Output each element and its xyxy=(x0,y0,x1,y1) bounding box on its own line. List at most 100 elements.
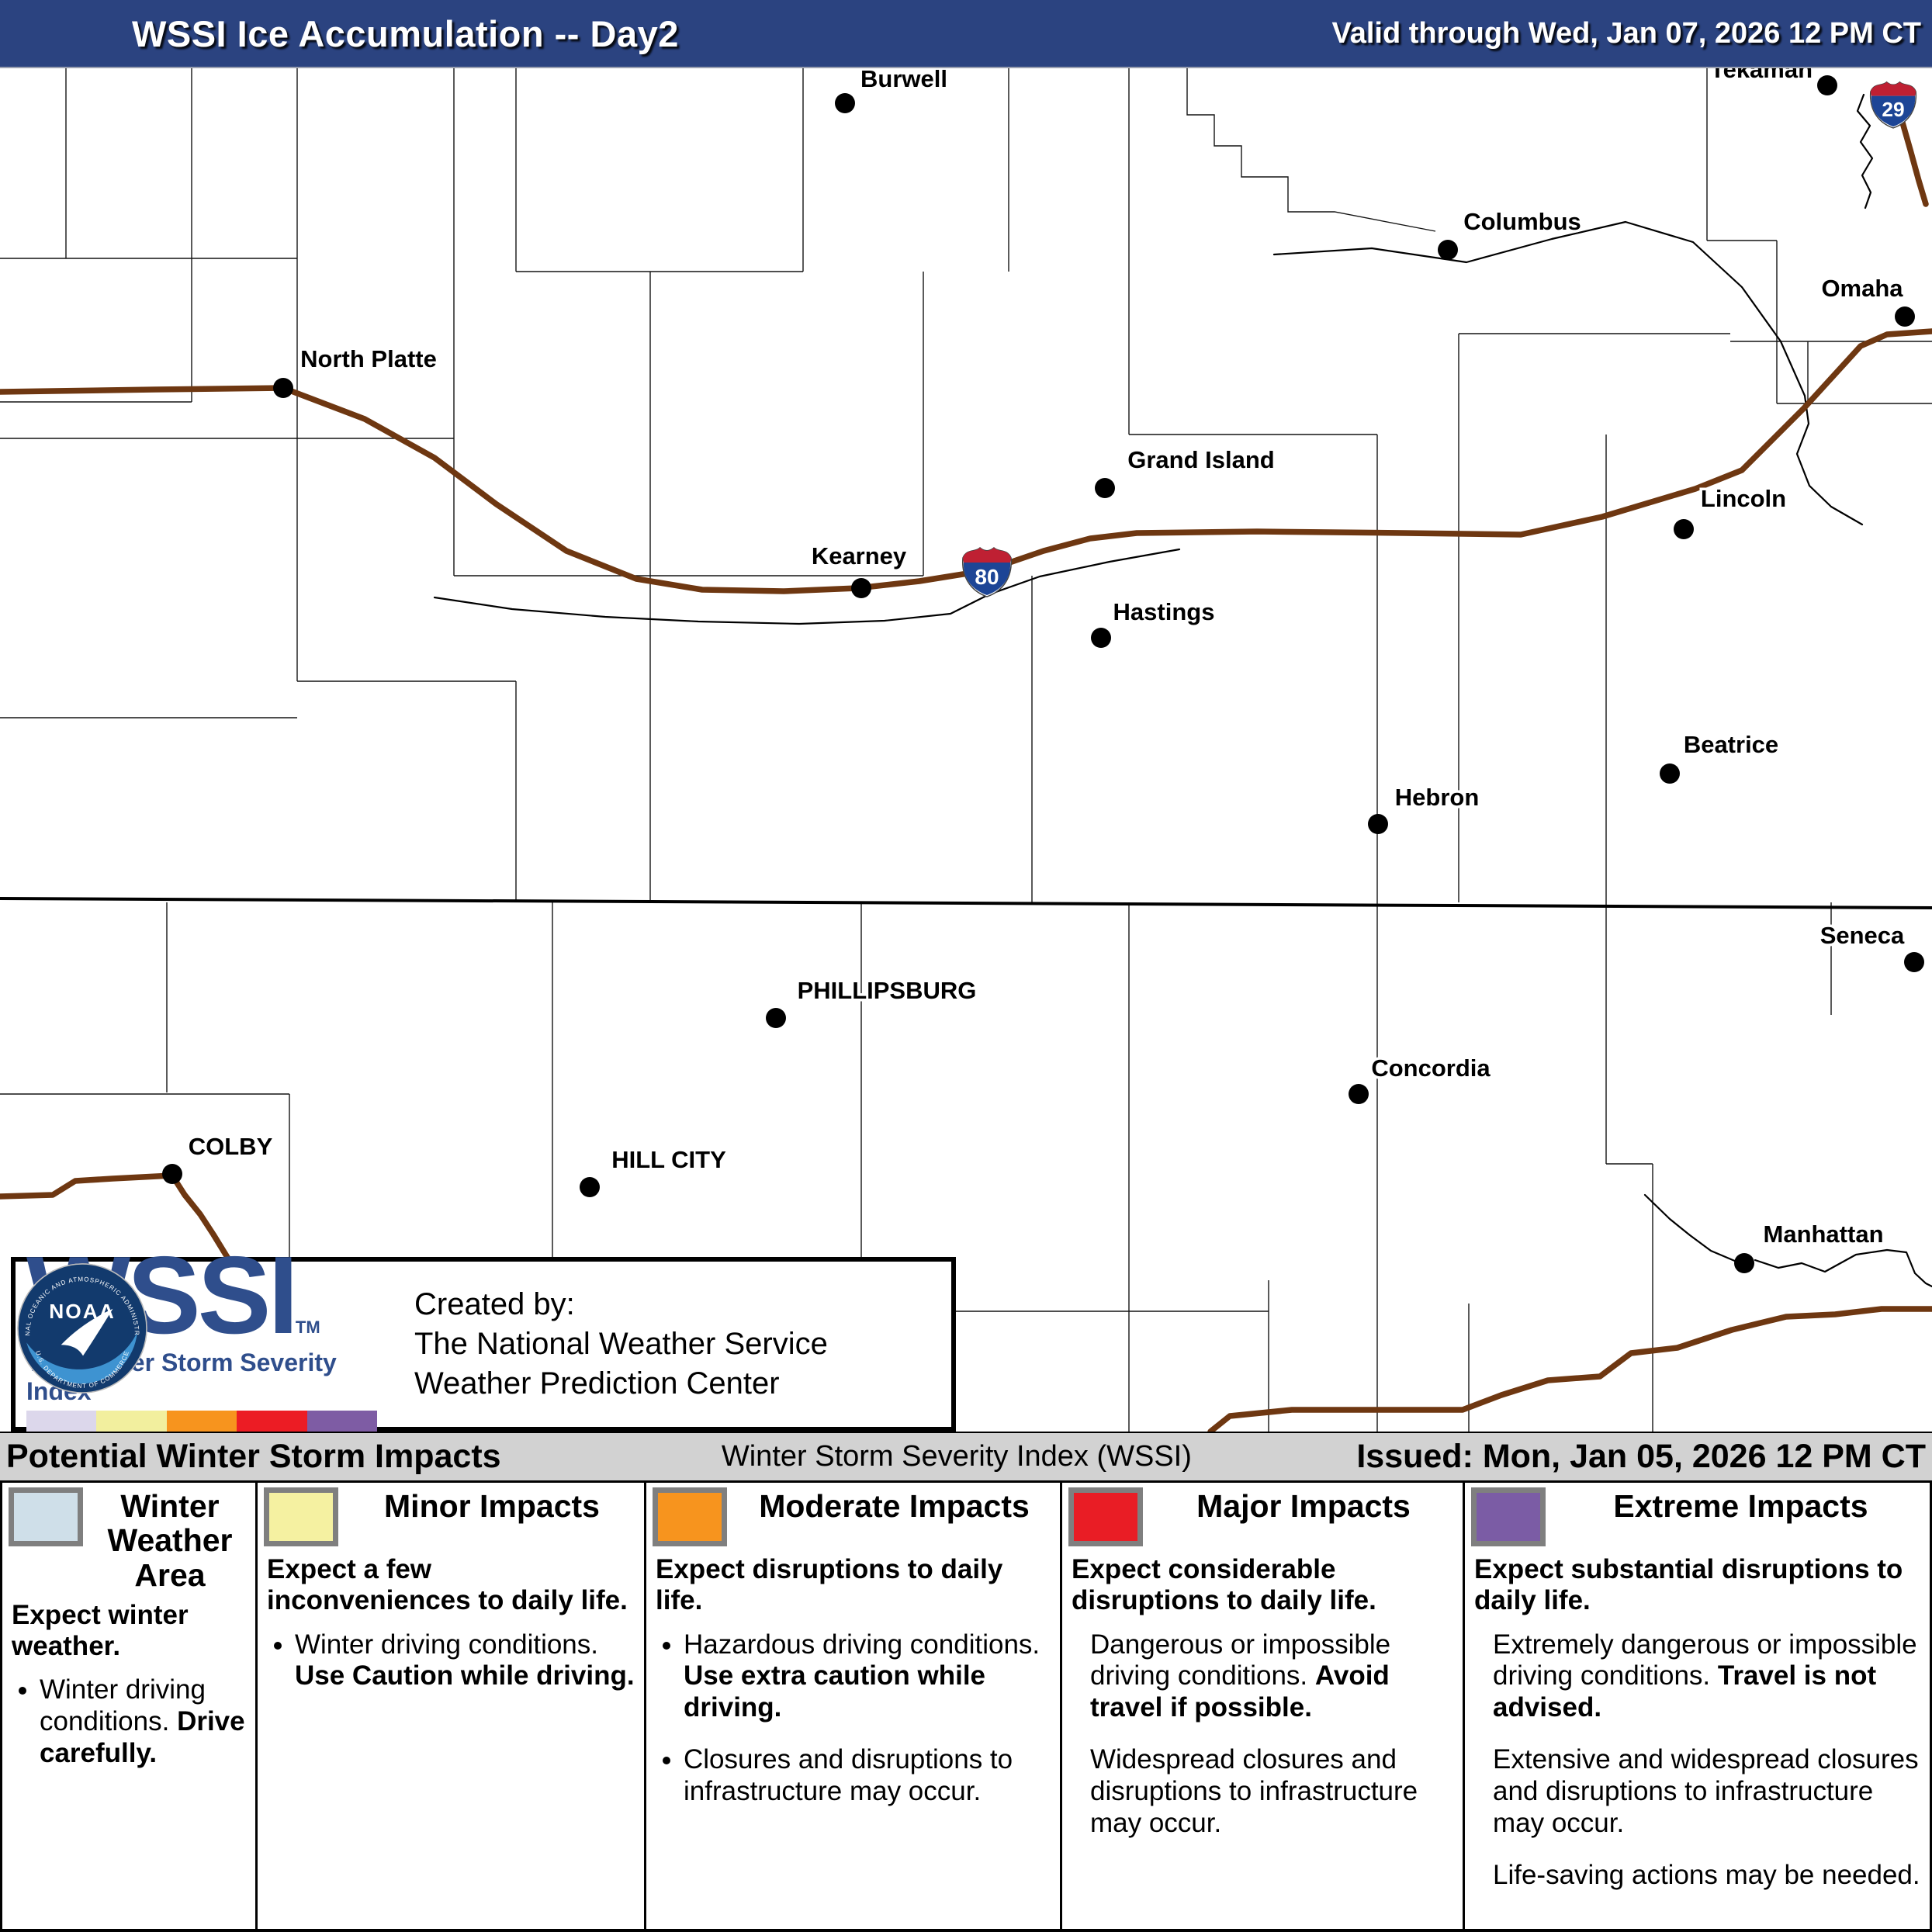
interstate-80-road xyxy=(0,328,1932,594)
city-label: Manhattan xyxy=(1764,1220,1884,1248)
city-label: North Platte xyxy=(300,345,437,372)
city-label: Kearney xyxy=(812,542,907,570)
city-label: Lincoln xyxy=(1701,485,1786,512)
header-bar: WSSI Ice Accumulation -- Day2 Valid thro… xyxy=(0,0,1932,68)
extreme-impacts-header: Extreme Impacts xyxy=(1613,1488,1868,1524)
city-dot xyxy=(273,378,293,398)
winter-weather-intro: Expect winter weather. xyxy=(12,1599,189,1662)
interstate-80-shield: 80 xyxy=(962,546,1012,597)
city-dot xyxy=(1660,763,1680,784)
city-dot xyxy=(1904,952,1924,972)
credit-text: Created by: The National Weather Service… xyxy=(414,1285,828,1404)
city-dot xyxy=(1349,1084,1369,1104)
map-area: 80 29 Tekamah Burwell Columbus Omaha North P… xyxy=(0,68,1932,1432)
legend-item: Winter driving conditions. Drive careful… xyxy=(40,1674,249,1770)
winter-weather-header: Winter Weather Area xyxy=(107,1488,233,1593)
city-label: Hebron xyxy=(1395,784,1480,811)
severity-scale-segment xyxy=(237,1410,307,1432)
interstate-29-shield: 29 xyxy=(1869,81,1917,129)
city-layer: Tekamah Burwell Columbus Omaha North Platte G… xyxy=(162,68,1924,1273)
interstate-29-number: 29 xyxy=(1882,98,1904,121)
moderate-impacts-swatch xyxy=(653,1487,727,1546)
wssi-logo-box: WSSITM The Winter Storm Severity Index N… xyxy=(11,1241,956,1432)
platte-river-central xyxy=(433,548,1181,625)
status-left-title: Potential Winter Storm Impacts xyxy=(6,1438,501,1475)
credit-line-2: The National Weather Service xyxy=(414,1326,828,1361)
legend-col-moderate: Moderate Impacts Expect disruptions to d… xyxy=(646,1483,1062,1929)
platte-river-east xyxy=(1272,220,1864,526)
extreme-impacts-intro: Expect substantial disruptions to daily … xyxy=(1474,1554,1903,1616)
legend-item: Extremely dangerous or impossible drivin… xyxy=(1493,1629,1917,1723)
legend-item: Extensive and widespread closures and di… xyxy=(1493,1744,1919,1839)
credit-line-1: Created by: xyxy=(414,1286,575,1321)
moderate-impacts-header: Moderate Impacts xyxy=(759,1488,1030,1524)
city-label: Beatrice xyxy=(1684,731,1778,758)
city-label: Tekamah xyxy=(1710,68,1813,83)
map-canvas: 80 29 Tekamah Burwell Columbus Omaha North P… xyxy=(0,68,1932,1432)
legend-col-winter-weather: Winter Weather Area Expect winter weathe… xyxy=(2,1483,258,1929)
minor-impacts-header: Minor Impacts xyxy=(384,1488,600,1524)
severity-scale-segment xyxy=(26,1410,97,1432)
major-impacts-header: Major Impacts xyxy=(1196,1488,1411,1524)
city-label: HILL CITY xyxy=(611,1146,726,1173)
city-label: COLBY xyxy=(189,1133,273,1160)
severity-scale-segment xyxy=(96,1410,167,1432)
city-label: Omaha xyxy=(1821,275,1903,302)
winter-weather-swatch xyxy=(9,1487,83,1546)
city-dot xyxy=(835,93,855,113)
city-label: Grand Island xyxy=(1127,446,1274,473)
interstate-70-road-east xyxy=(1207,1306,1932,1432)
city-dot xyxy=(1091,628,1111,648)
city-dot xyxy=(1674,519,1694,539)
city-label: Burwell xyxy=(860,68,947,92)
noaa-logo: NOAA NATIONAL OCEANIC AND ATMOSPHERIC AD… xyxy=(16,1262,147,1394)
major-impacts-intro: Expect considerable disruptions to daily… xyxy=(1072,1554,1376,1616)
status-issued-text: Issued: Mon, Jan 05, 2026 12 PM CT xyxy=(1356,1438,1926,1475)
county-boundaries xyxy=(0,68,1932,1432)
status-bar: Potential Winter Storm Impacts Winter St… xyxy=(0,1432,1932,1483)
city-dot xyxy=(1734,1253,1754,1273)
legend-item: Winter driving conditions. Use Caution w… xyxy=(295,1629,638,1693)
page-title: WSSI Ice Accumulation -- Day2 xyxy=(132,12,679,54)
wssi-severity-scale-bar xyxy=(26,1410,378,1432)
extreme-impacts-swatch xyxy=(1471,1487,1546,1546)
moderate-impacts-intro: Expect disruptions to daily life. xyxy=(656,1554,1003,1616)
city-label: Columbus xyxy=(1463,208,1581,235)
missouri-river xyxy=(1856,93,1874,209)
noaa-wordmark: NOAA xyxy=(49,1300,116,1323)
major-impacts-swatch xyxy=(1068,1487,1143,1546)
city-dot xyxy=(766,1008,786,1028)
legend-col-major: Major Impacts Expect considerable disrup… xyxy=(1062,1483,1465,1929)
legend-col-minor: Minor Impacts Expect a few inconvenience… xyxy=(258,1483,646,1929)
legend-item: Hazardous driving conditions. Use extra … xyxy=(684,1629,1054,1725)
city-label: PHILLIPSBURG xyxy=(798,977,977,1004)
legend-item: Widespread closures and disruptions to i… xyxy=(1090,1744,1418,1839)
city-label: Concordia xyxy=(1371,1054,1491,1082)
minor-impacts-intro: Expect a few inconveniences to daily lif… xyxy=(267,1554,628,1616)
impacts-legend: Winter Weather Area Expect winter weathe… xyxy=(0,1483,1932,1932)
city-label: Hastings xyxy=(1113,598,1215,625)
winter-weather-items: Winter driving conditions. Drive careful… xyxy=(9,1674,249,1770)
valid-through-text: Valid through Wed, Jan 07, 2026 12 PM CT xyxy=(1331,16,1921,50)
city-label: Seneca xyxy=(1820,922,1905,949)
city-dot xyxy=(580,1177,600,1197)
legend-item: Dangerous or impossible driving conditio… xyxy=(1090,1629,1391,1723)
legend-col-extreme: Extreme Impacts Expect substantial disru… xyxy=(1465,1483,1932,1929)
legend-item: Life-saving actions may be needed. xyxy=(1493,1860,1920,1891)
city-dot xyxy=(162,1164,182,1184)
severity-scale-segment xyxy=(306,1410,378,1432)
city-dot xyxy=(1438,240,1458,260)
interstate-80-number: 80 xyxy=(975,565,999,589)
minor-impacts-swatch xyxy=(264,1487,338,1546)
city-dot xyxy=(1095,478,1115,498)
city-dot xyxy=(1817,75,1837,95)
city-dot xyxy=(851,578,871,598)
state-border-line xyxy=(0,897,1932,909)
minor-impacts-items: Winter driving conditions. Use Caution w… xyxy=(264,1629,638,1693)
kansas-river xyxy=(1643,1193,1932,1288)
city-dot xyxy=(1895,306,1915,327)
severity-scale-segment xyxy=(166,1410,237,1432)
status-center-title: Winter Storm Severity Index (WSSI) xyxy=(721,1440,1192,1473)
city-dot xyxy=(1368,814,1388,834)
